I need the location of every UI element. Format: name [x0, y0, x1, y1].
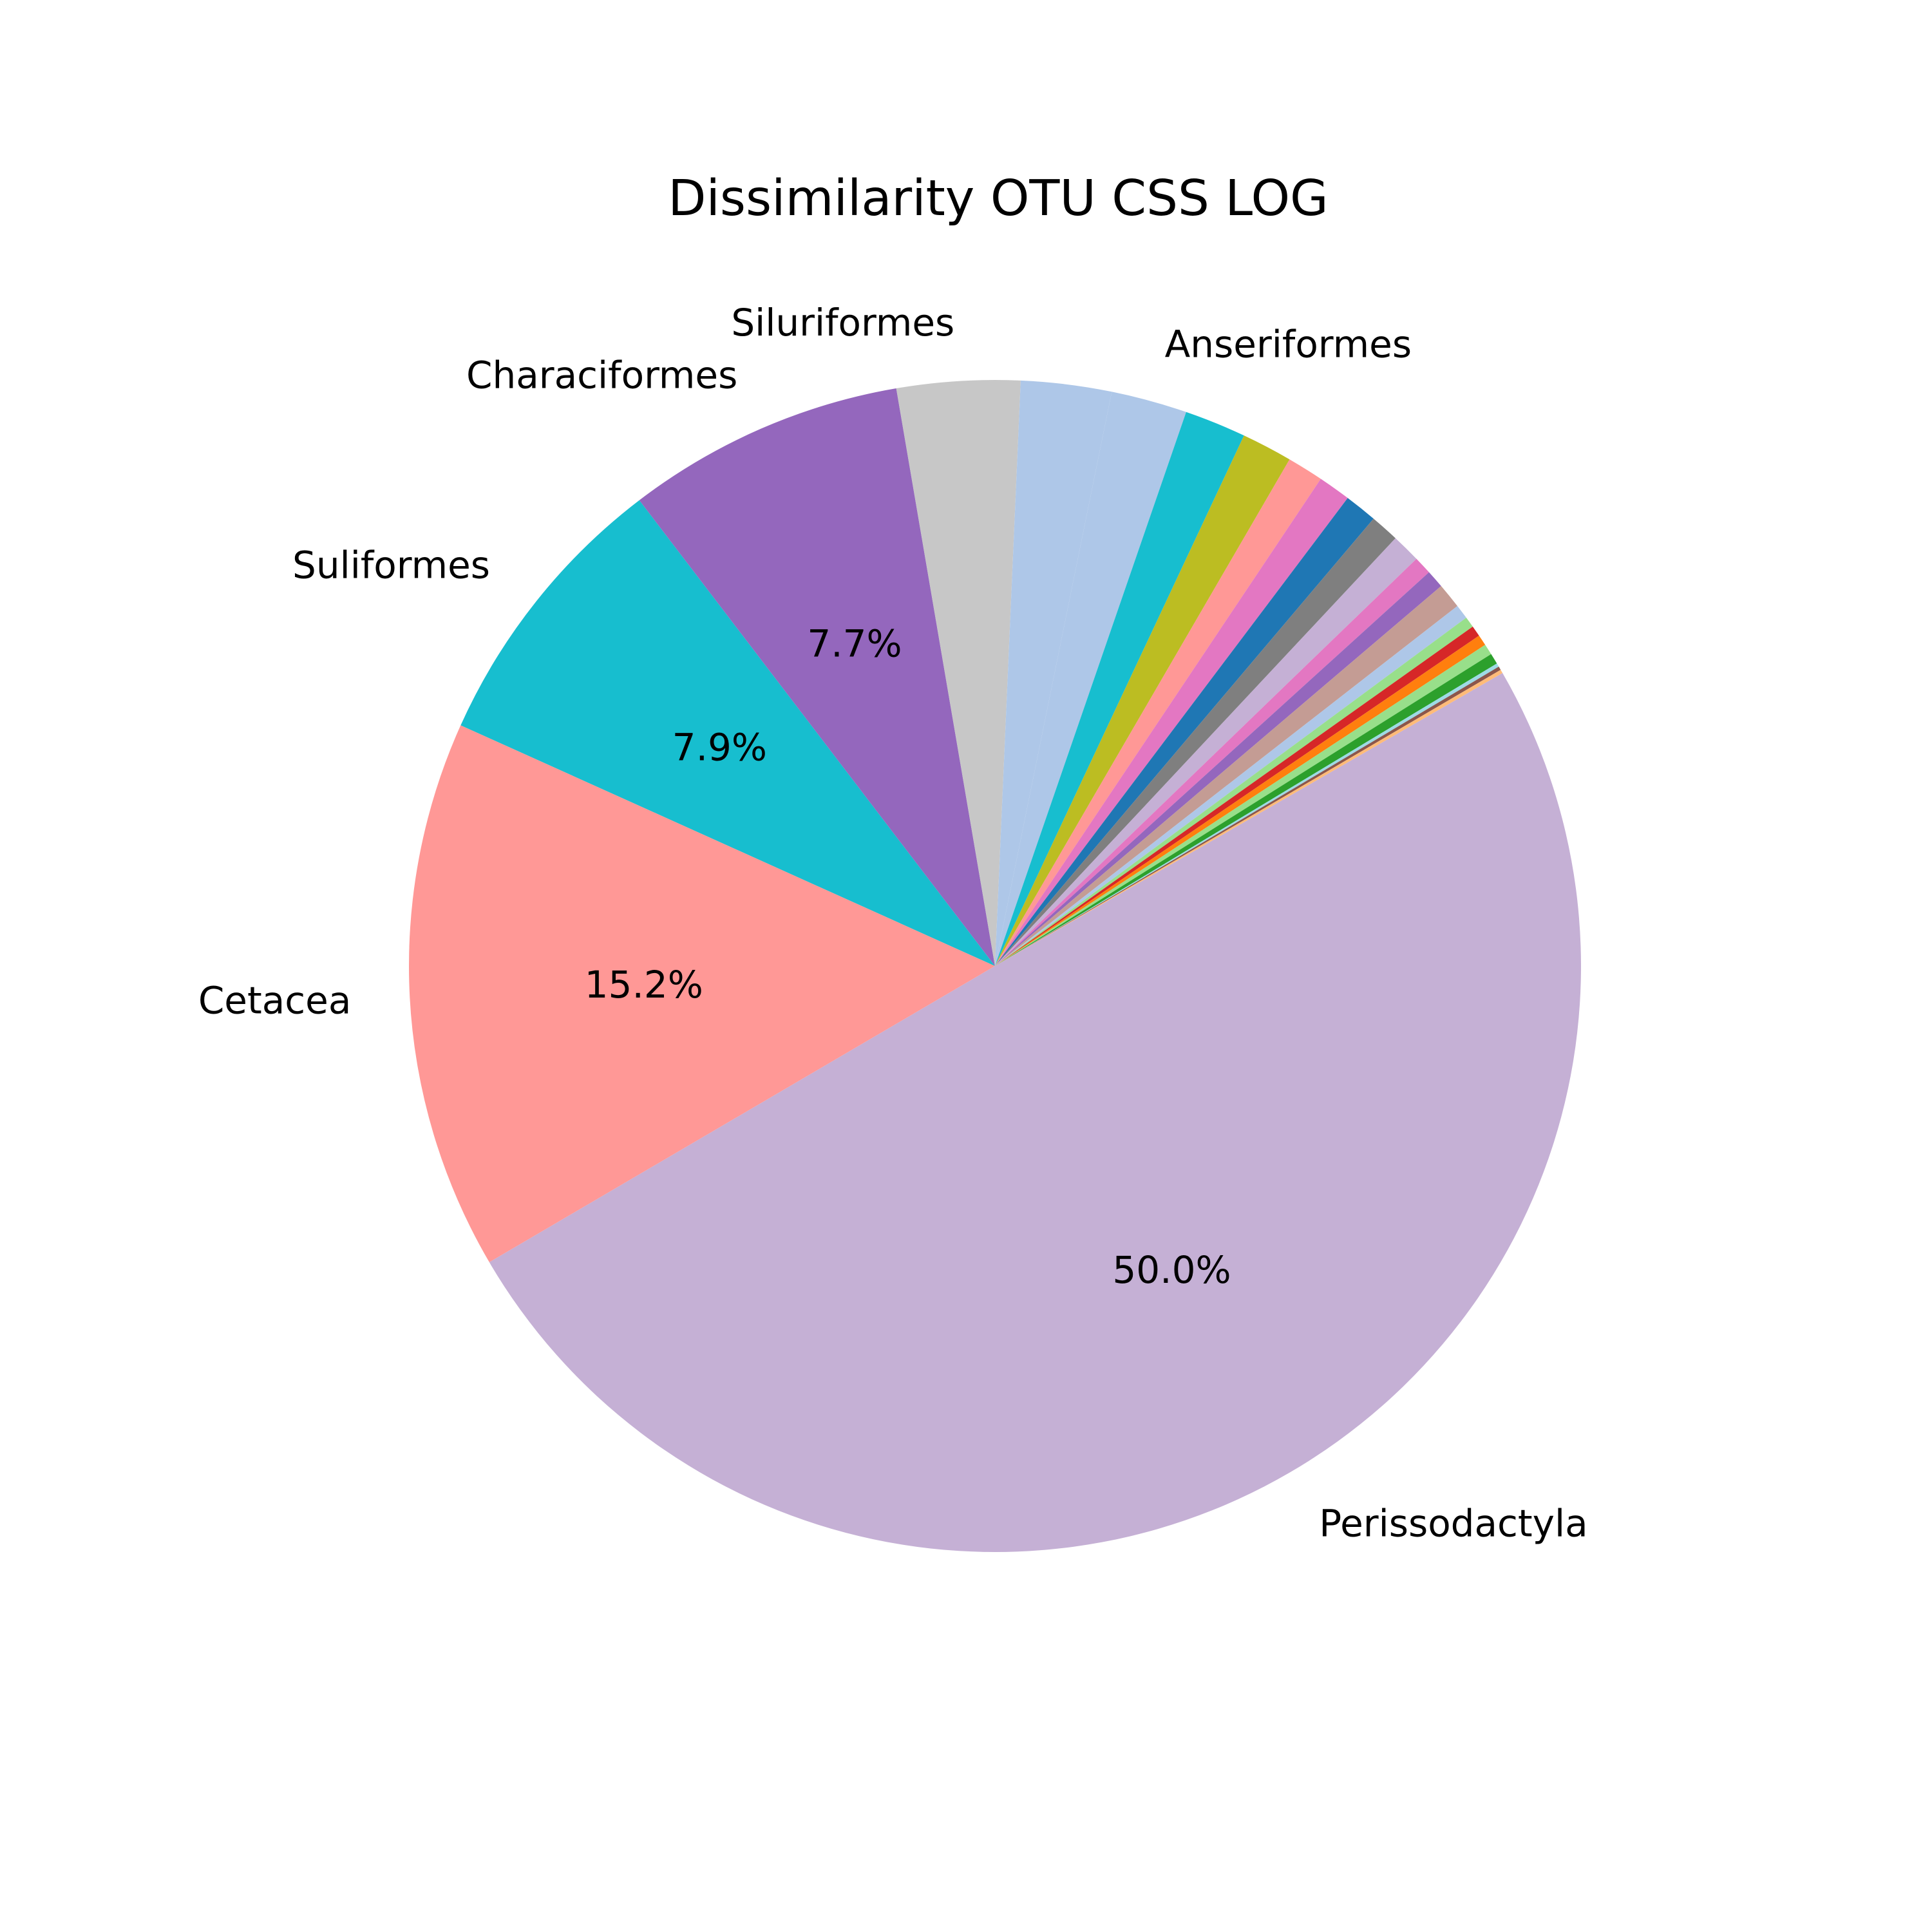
slice-label-4: Siluriformes — [731, 301, 954, 345]
pie-slice-9 — [995, 459, 1321, 966]
pie-slice-18 — [995, 618, 1473, 966]
pie-slice-14 — [995, 558, 1429, 966]
slice-label-0: Perissodactyla — [1319, 1501, 1587, 1545]
pie-slice-15 — [995, 572, 1441, 966]
slice-pct-label-2: 7.9% — [672, 726, 767, 770]
pie-slice-2 — [460, 500, 995, 966]
pie-slice-20 — [995, 636, 1486, 966]
pie-slice-25 — [995, 670, 1503, 966]
slice-label-1: Cetacea — [198, 978, 352, 1022]
pie-slice-13 — [995, 538, 1417, 966]
pie-labels: Perissodactyla 50.0% Cetacea 15.2% Suliforme… — [198, 301, 1588, 1545]
slice-label-2: Suliformes — [292, 544, 490, 587]
pie-slices — [409, 380, 1581, 1552]
pie-slice-19 — [995, 626, 1479, 966]
pie-slice-24 — [995, 667, 1501, 966]
pie-slice-23 — [995, 663, 1499, 966]
pie-slice-16 — [995, 585, 1458, 966]
pie-slice-21 — [995, 645, 1492, 966]
pie-slice-12 — [995, 518, 1396, 966]
slice-pct-label-0: 50.0% — [1112, 1248, 1231, 1292]
pie-slice-3 — [639, 388, 995, 966]
slice-pct-label-3: 7.7% — [807, 621, 902, 665]
slice-label-3: Characiformes — [466, 353, 737, 397]
pie-slice-22 — [995, 654, 1497, 966]
pie-slice-10 — [995, 478, 1348, 966]
pie-slice-4 — [896, 380, 1021, 966]
pie-slice-6 — [995, 392, 1186, 966]
chart-title: Dissimilarity OTU CSS LOG — [668, 170, 1328, 227]
pie-slice-1 — [409, 725, 995, 1262]
pie-slice-8 — [995, 435, 1290, 966]
pie-slice-7 — [995, 412, 1244, 966]
pie-slice-0 — [489, 673, 1581, 1552]
pie-slice-11 — [995, 498, 1374, 966]
pie-slice-17 — [995, 605, 1466, 966]
slice-pct-label-1: 15.2% — [585, 963, 703, 1007]
slice-label-6: Anseriformes — [1165, 322, 1412, 366]
pie-slice-5 — [995, 380, 1112, 966]
